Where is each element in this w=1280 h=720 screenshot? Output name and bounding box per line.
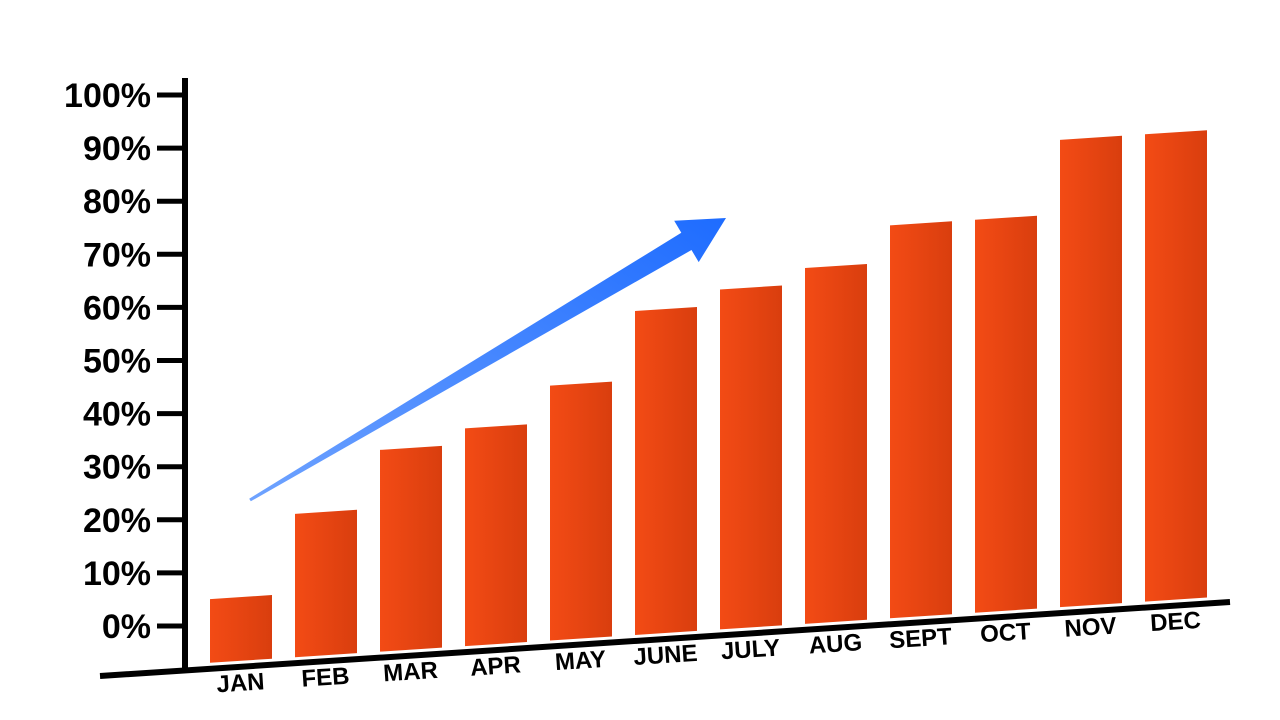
bar (295, 510, 357, 657)
y-tick-label: 80% (83, 183, 151, 221)
x-axis-label: OCT (979, 618, 1032, 648)
bars (210, 130, 1207, 663)
y-tick-label: 50% (83, 343, 151, 381)
bar (890, 221, 952, 618)
bar (1145, 130, 1207, 601)
bar (550, 382, 612, 641)
y-tick-label: 90% (83, 130, 151, 168)
bar (380, 446, 442, 652)
bar (210, 595, 272, 663)
y-tick-label: 0% (102, 608, 151, 646)
y-tick-label: 60% (83, 289, 151, 327)
x-axis-label: MAY (554, 646, 607, 676)
x-axis-label: FEB (301, 663, 351, 693)
x-axis-label: AUG (808, 629, 863, 659)
bar (635, 307, 697, 635)
bar (1060, 136, 1122, 607)
y-tick-label: 40% (83, 396, 151, 434)
y-tick-label: 10% (83, 555, 151, 593)
y-tick-label: 100% (64, 77, 151, 115)
x-axis-label: MAR (382, 657, 438, 688)
bar (975, 216, 1037, 613)
x-axis-label: APR (469, 651, 521, 681)
monthly-bar-chart: 0% 10% 20% 30% 40% 50% 60% 70% 80% 90% 100% JAN FEB… (0, 0, 1280, 720)
y-tick-label: 30% (83, 449, 151, 487)
x-axis-label: SEPT (888, 623, 953, 654)
bar (720, 285, 782, 629)
x-axis-label: JUNE (633, 640, 699, 671)
x-axis-label: DEC (1149, 607, 1201, 637)
x-axis-label: JAN (216, 668, 266, 698)
y-tick-label: 70% (83, 236, 151, 274)
x-axis-label: NOV (1064, 612, 1118, 642)
y-axis: 0% 10% 20% 30% 40% 50% 60% 70% 80% 90% 100% (64, 77, 185, 670)
y-tick-label: 20% (83, 502, 151, 540)
bar (805, 264, 867, 624)
bar (465, 424, 527, 646)
x-axis-label: JULY (720, 634, 781, 665)
